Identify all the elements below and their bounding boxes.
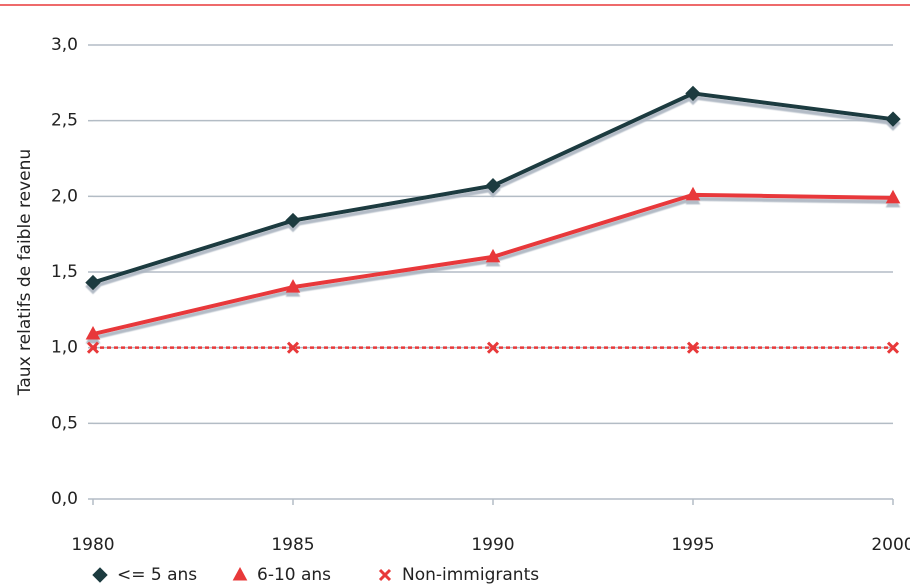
point [485, 178, 501, 194]
legend-label: <= 5 ans [117, 565, 197, 585]
point [685, 186, 701, 201]
y-tick-label: 1,5 [51, 262, 78, 282]
x-tick-label: 2000 [871, 535, 910, 555]
x-tick-label: 1995 [671, 535, 714, 555]
legend-label: 6-10 ans [257, 565, 331, 585]
legend-marker [378, 568, 392, 582]
series-line [92, 192, 894, 336]
y-tick-label: 2,5 [51, 111, 78, 131]
point [685, 85, 701, 102]
point [285, 212, 301, 229]
point [85, 325, 101, 340]
legend-marker [92, 567, 108, 583]
point [486, 341, 500, 354]
point [686, 341, 700, 354]
series [86, 341, 900, 354]
legend-marker [232, 566, 248, 581]
point [485, 248, 501, 263]
point [286, 341, 300, 354]
point [85, 274, 101, 291]
x-tick-label: 1985 [271, 535, 314, 555]
legend-label: Non-immigrants [402, 565, 539, 585]
series [85, 186, 901, 340]
y-tick-label: 3,0 [51, 35, 78, 55]
series [85, 85, 901, 291]
point [886, 341, 900, 354]
y-tick-label: 1,0 [51, 338, 78, 358]
point [885, 189, 901, 204]
x-tick-label: 1990 [471, 535, 514, 555]
y-tick-label: 0,0 [51, 489, 78, 509]
y-tick-label: 2,0 [51, 186, 78, 206]
point [885, 111, 901, 127]
point [86, 341, 100, 354]
y-axis-label: Taux relatifs de faible revenu [15, 149, 35, 396]
x-tick-label: 1980 [71, 535, 114, 555]
y-tick-label: 0,5 [51, 413, 78, 433]
point [285, 279, 301, 293]
